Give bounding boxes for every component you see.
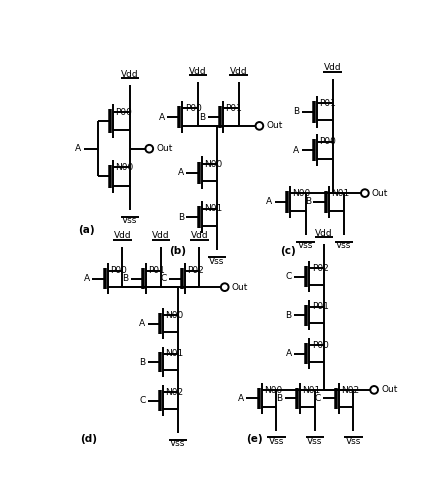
Text: P00: P00 xyxy=(312,341,329,350)
Text: Vss: Vss xyxy=(209,256,225,265)
Text: B: B xyxy=(139,357,145,366)
Text: Vss: Vss xyxy=(122,216,138,226)
Text: Out: Out xyxy=(372,189,388,198)
Text: Vss: Vss xyxy=(298,241,313,250)
Text: P00: P00 xyxy=(110,266,127,275)
Text: Vss: Vss xyxy=(170,439,185,448)
Text: P02: P02 xyxy=(187,266,204,275)
Text: Vss: Vss xyxy=(269,437,284,446)
Text: B: B xyxy=(199,113,205,122)
Text: N01: N01 xyxy=(302,386,321,395)
Text: B: B xyxy=(305,198,311,206)
Text: P02: P02 xyxy=(312,264,329,273)
Text: B: B xyxy=(122,274,128,283)
Text: (a): (a) xyxy=(79,225,95,235)
Text: N01: N01 xyxy=(165,349,184,358)
Text: Vss: Vss xyxy=(345,437,361,446)
Text: (b): (b) xyxy=(169,246,186,256)
Text: N00: N00 xyxy=(264,386,282,395)
Text: N01: N01 xyxy=(331,189,349,198)
Text: B: B xyxy=(293,107,299,116)
Text: (d): (d) xyxy=(80,435,97,445)
Text: P01: P01 xyxy=(319,99,336,108)
Text: A: A xyxy=(266,198,273,206)
Text: B: B xyxy=(276,394,283,403)
Text: (e): (e) xyxy=(247,435,263,445)
Text: Out: Out xyxy=(266,121,283,130)
Text: N02: N02 xyxy=(165,388,184,397)
Text: (c): (c) xyxy=(280,246,296,256)
Text: Vdd: Vdd xyxy=(191,231,208,241)
Text: Vdd: Vdd xyxy=(152,231,170,241)
Text: C: C xyxy=(139,396,145,405)
Text: C: C xyxy=(315,394,321,403)
Text: P00: P00 xyxy=(185,104,201,113)
Text: N00: N00 xyxy=(165,311,184,320)
Text: A: A xyxy=(139,319,145,328)
Text: N00: N00 xyxy=(115,163,134,172)
Text: P00: P00 xyxy=(319,138,336,147)
Text: Vdd: Vdd xyxy=(121,70,139,79)
Text: A: A xyxy=(286,349,292,358)
Text: N00: N00 xyxy=(293,189,311,198)
Text: P00: P00 xyxy=(115,108,132,117)
Text: P01: P01 xyxy=(226,104,242,113)
Text: Vdd: Vdd xyxy=(230,66,247,76)
Text: N01: N01 xyxy=(204,204,222,213)
Text: Vss: Vss xyxy=(336,241,352,250)
Text: B: B xyxy=(286,310,292,320)
Text: C: C xyxy=(161,274,167,283)
Text: A: A xyxy=(76,144,82,153)
Text: A: A xyxy=(158,113,164,122)
Text: A: A xyxy=(293,146,299,155)
Text: A: A xyxy=(238,394,244,403)
Text: N02: N02 xyxy=(341,386,359,395)
Text: Vdd: Vdd xyxy=(315,229,333,238)
Text: Vdd: Vdd xyxy=(114,231,131,241)
Text: Out: Out xyxy=(232,283,248,292)
Text: A: A xyxy=(84,274,90,283)
Text: Vdd: Vdd xyxy=(324,63,342,72)
Text: N00: N00 xyxy=(204,160,222,169)
Text: Vdd: Vdd xyxy=(189,66,207,76)
Text: Vss: Vss xyxy=(307,437,322,446)
Text: C: C xyxy=(286,272,292,281)
Text: B: B xyxy=(178,213,184,222)
Text: Out: Out xyxy=(381,386,398,395)
Text: P01: P01 xyxy=(312,302,329,311)
Text: A: A xyxy=(178,168,184,177)
Text: P01: P01 xyxy=(148,266,165,275)
Text: Out: Out xyxy=(156,144,173,153)
